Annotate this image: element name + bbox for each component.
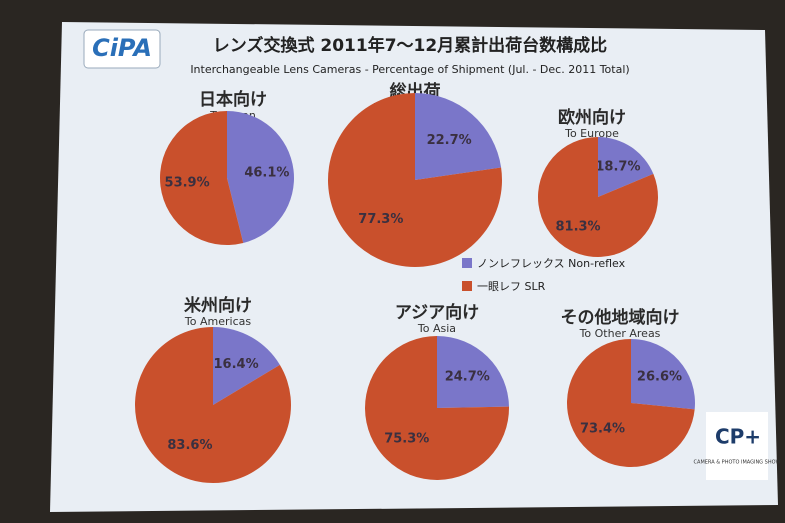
cp-logo-box	[706, 412, 768, 480]
pie-slice	[437, 336, 509, 408]
pie-title: 欧州向け	[558, 107, 626, 128]
legend-swatch	[462, 281, 472, 291]
cp-logo: CP+	[715, 425, 761, 449]
pie-title: アジア向け	[395, 302, 479, 323]
pie-subtitle: To Europe	[564, 127, 619, 140]
value-label: 53.9%	[165, 175, 210, 190]
value-label: 46.1%	[244, 166, 289, 181]
cp-caption: CAMERA & PHOTO IMAGING SHOW	[694, 460, 781, 466]
legend-swatch	[462, 258, 472, 268]
pie-title: 日本向け	[199, 89, 267, 110]
slide-subtitle: Interchangeable Lens Cameras - Percentag…	[190, 63, 629, 76]
pie-slice	[538, 137, 658, 257]
value-label: 73.4%	[580, 421, 625, 436]
value-label: 22.7%	[427, 133, 472, 148]
pie-slice	[631, 339, 695, 410]
pie-slice	[415, 93, 502, 180]
cipa-logo-box	[83, 29, 161, 69]
pie-title: 米州向け	[184, 295, 252, 316]
value-label: 75.3%	[384, 431, 429, 446]
value-label: 77.3%	[358, 212, 403, 227]
value-label: 24.7%	[445, 370, 490, 385]
legend-label: ノンレフレックス Non-reflex	[477, 257, 626, 270]
pie-slice	[227, 111, 294, 243]
pie-subtitle: To Americas	[184, 315, 251, 328]
pie-slice	[567, 339, 695, 467]
cipa-logo: CiPA	[92, 34, 152, 62]
pie-slice	[365, 336, 509, 480]
pie-subtitle: To Other Areas	[579, 327, 661, 340]
pie-slice	[328, 93, 502, 268]
pie-subtitle: To Asia	[417, 322, 456, 335]
value-label: 81.3%	[555, 219, 600, 234]
pie-slice	[213, 327, 280, 405]
value-label: 18.7%	[595, 160, 640, 175]
pie-slice	[598, 137, 654, 197]
pie-slice	[160, 111, 244, 245]
legend-label: 一眼レフ SLR	[477, 280, 546, 293]
pie-title: その他地域向け	[561, 307, 680, 328]
pie-slice	[135, 327, 291, 483]
slide-title: レンズ交換式 2011年7～12月累計出荷台数構成比	[213, 35, 607, 56]
value-label: 83.6%	[167, 438, 212, 453]
value-label: 16.4%	[214, 357, 259, 372]
value-label: 26.6%	[637, 370, 682, 385]
